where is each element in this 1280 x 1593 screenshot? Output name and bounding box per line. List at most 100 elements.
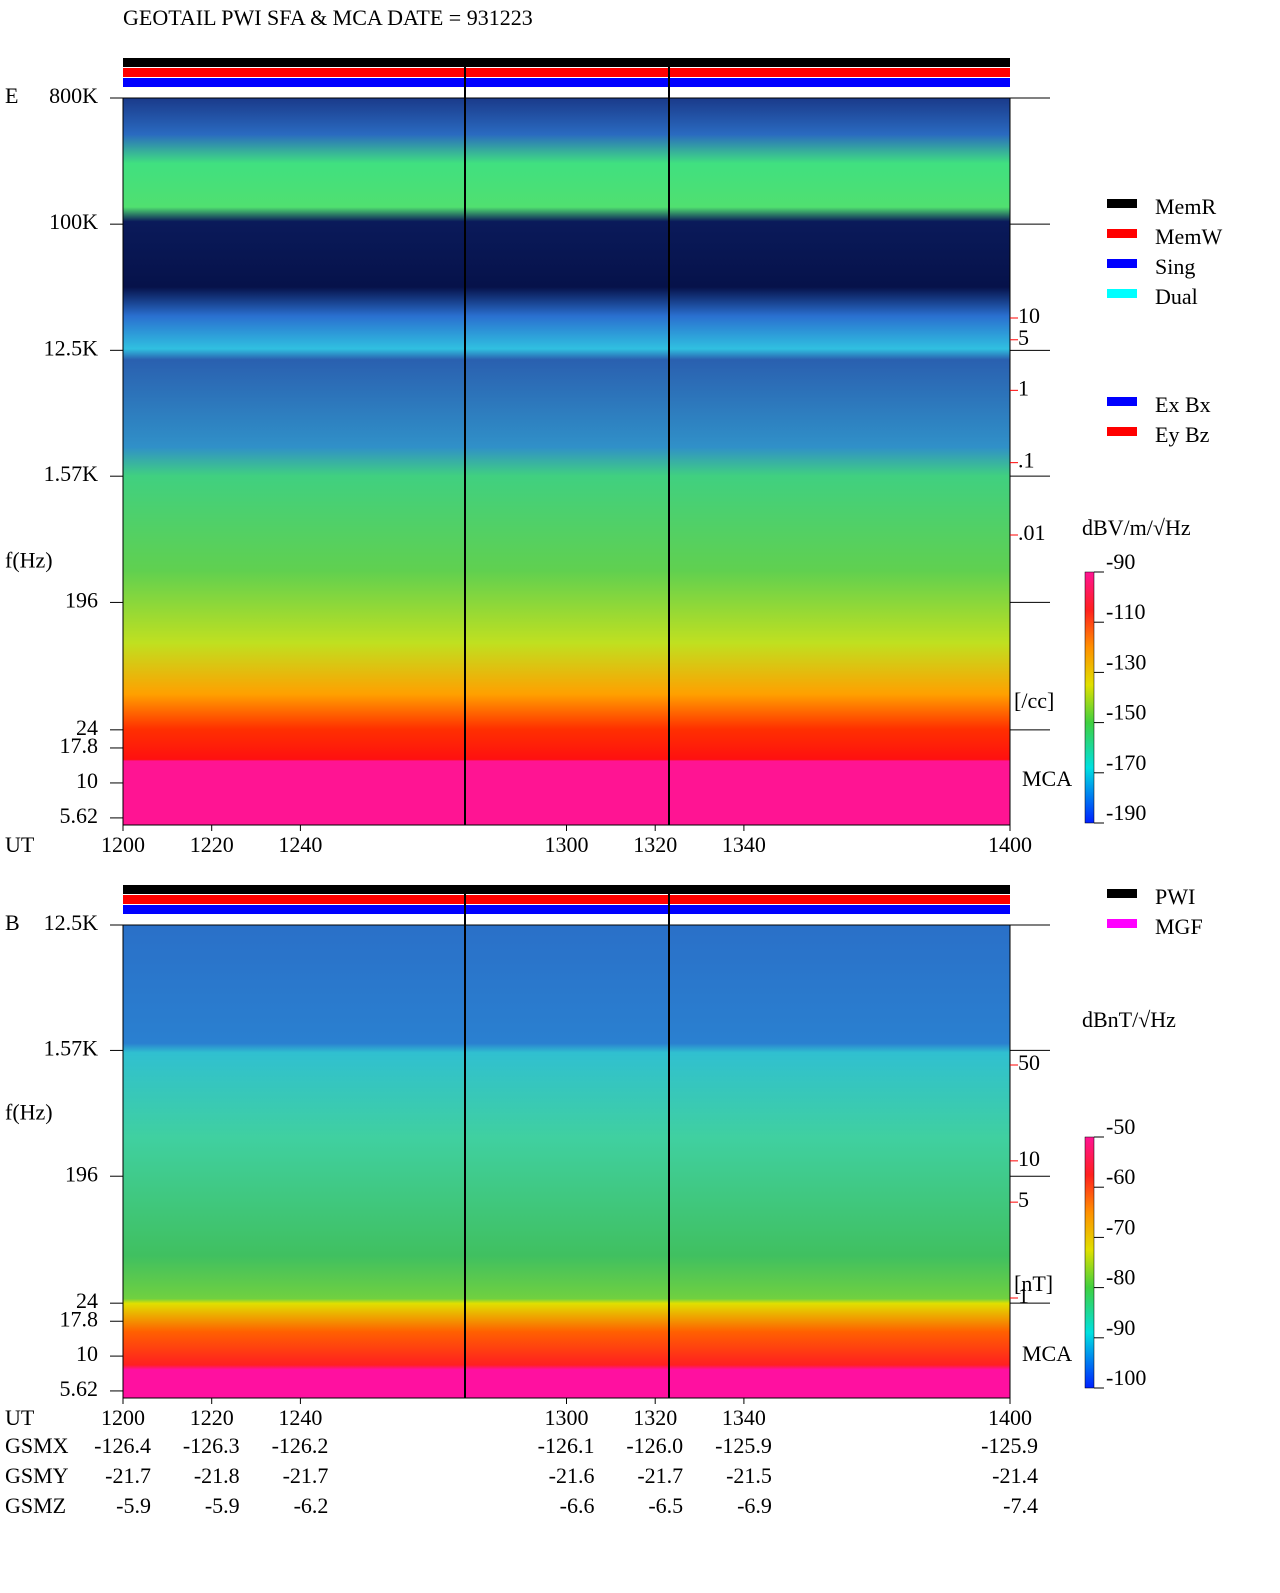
x-tick-label: 1300 bbox=[545, 1405, 589, 1430]
orbit-row-label: GSMY bbox=[5, 1463, 69, 1488]
y-tick-label: 100K bbox=[49, 209, 98, 234]
y-axis-label: f(Hz) bbox=[5, 547, 53, 572]
legend-swatch bbox=[1107, 259, 1137, 268]
orbit-value: -126.2 bbox=[272, 1433, 329, 1458]
y-tick-label: 196 bbox=[65, 587, 98, 612]
legend-swatch bbox=[1107, 427, 1137, 436]
colorbar-tick-label: -90 bbox=[1106, 549, 1135, 574]
y-tick-label: 10 bbox=[76, 768, 98, 793]
orbit-value: -125.9 bbox=[981, 1433, 1038, 1458]
orbit-value: -21.8 bbox=[194, 1463, 240, 1488]
legend-swatch bbox=[1107, 199, 1137, 208]
y-tick-label: 800K bbox=[49, 83, 98, 108]
side-tick-label: 10 bbox=[1018, 1146, 1040, 1171]
y-tick-label: 196 bbox=[65, 1161, 98, 1186]
panel-label: E bbox=[5, 83, 18, 108]
spectrogram bbox=[123, 925, 1010, 1398]
x-tick-label: 1300 bbox=[545, 832, 589, 857]
legend-label: Ex Bx bbox=[1155, 392, 1211, 417]
side-tick-label: 5 bbox=[1018, 1187, 1029, 1212]
y-tick-label: 12.5K bbox=[44, 335, 99, 360]
x-tick-label: 1400 bbox=[988, 832, 1032, 857]
legend-label: Dual bbox=[1155, 284, 1198, 309]
orbit-value: -21.7 bbox=[283, 1463, 329, 1488]
orbit-value: -21.5 bbox=[726, 1463, 772, 1488]
x-tick-label: 1220 bbox=[190, 1405, 234, 1430]
colorbar-tick-label: -50 bbox=[1106, 1114, 1135, 1139]
spectrogram bbox=[123, 98, 1010, 825]
orbit-value: -21.6 bbox=[549, 1463, 595, 1488]
legend-swatch bbox=[1107, 229, 1137, 238]
title: GEOTAIL PWI SFA & MCA DATE = 931223 bbox=[123, 5, 533, 30]
x-axis-label: UT bbox=[5, 1405, 35, 1430]
colorbar-label: dBnT/√Hz bbox=[1082, 1007, 1176, 1032]
colorbar bbox=[1084, 571, 1095, 824]
x-tick-label: 1220 bbox=[190, 832, 234, 857]
status-bar bbox=[123, 885, 1010, 894]
orbit-row-label: GSMX bbox=[5, 1433, 69, 1458]
colorbar-label: dBV/m/√Hz bbox=[1082, 515, 1191, 540]
orbit-value: -126.0 bbox=[626, 1433, 683, 1458]
x-tick-label: 1340 bbox=[722, 1405, 766, 1430]
orbit-value: -6.5 bbox=[648, 1493, 683, 1518]
panel-label: B bbox=[5, 910, 20, 935]
orbit-value: -5.9 bbox=[116, 1493, 151, 1518]
legend-swatch bbox=[1107, 397, 1137, 406]
colorbar-tick-label: -110 bbox=[1106, 599, 1146, 624]
orbit-value: -6.2 bbox=[294, 1493, 329, 1518]
x-tick-label: 1200 bbox=[101, 1405, 145, 1430]
legend-label: Sing bbox=[1155, 254, 1195, 279]
orbit-value: -126.3 bbox=[183, 1433, 240, 1458]
y-tick-label: 24 bbox=[76, 1288, 98, 1313]
y-tick-label: 12.5K bbox=[44, 910, 99, 935]
mca-label: MCA bbox=[1022, 1341, 1072, 1366]
side-tick-label: 10 bbox=[1018, 303, 1040, 328]
side-tick-label: 50 bbox=[1018, 1050, 1040, 1075]
orbit-value: -21.7 bbox=[637, 1463, 683, 1488]
status-bar bbox=[123, 68, 1010, 77]
x-tick-label: 1240 bbox=[278, 832, 322, 857]
y-tick-label: 1.57K bbox=[44, 1035, 99, 1060]
status-bar bbox=[123, 905, 1010, 914]
status-bar bbox=[123, 895, 1010, 904]
orbit-value: -6.6 bbox=[560, 1493, 595, 1518]
y-tick-label: 10 bbox=[76, 1341, 98, 1366]
legend-label: MemW bbox=[1155, 224, 1222, 249]
y-tick-label: 24 bbox=[76, 715, 98, 740]
y-tick-label: 17.8 bbox=[60, 1306, 99, 1331]
x-tick-label: 1340 bbox=[722, 832, 766, 857]
legend-label: MGF bbox=[1155, 914, 1203, 939]
legend-label: PWI bbox=[1155, 884, 1195, 909]
x-tick-label: 1240 bbox=[278, 1405, 322, 1430]
status-bar bbox=[123, 78, 1010, 87]
x-tick-label: 1200 bbox=[101, 832, 145, 857]
x-tick-label: 1400 bbox=[988, 1405, 1032, 1430]
legend-label: MemR bbox=[1155, 194, 1216, 219]
colorbar-tick-label: -80 bbox=[1106, 1265, 1135, 1290]
colorbar bbox=[1084, 1136, 1095, 1389]
side-tick-label: 1 bbox=[1018, 375, 1029, 400]
legend-label: Ey Bz bbox=[1155, 422, 1210, 447]
x-tick-label: 1320 bbox=[633, 1405, 677, 1430]
colorbar-tick-label: -70 bbox=[1106, 1214, 1135, 1239]
orbit-value: -126.1 bbox=[538, 1433, 595, 1458]
side-tick-label: 5 bbox=[1018, 325, 1029, 350]
orbit-value: -7.4 bbox=[1003, 1493, 1038, 1518]
legend-swatch bbox=[1107, 889, 1137, 898]
side-axis-label: [/cc] bbox=[1014, 688, 1054, 713]
colorbar-tick-label: -60 bbox=[1106, 1164, 1135, 1189]
side-tick-label: 1 bbox=[1018, 1283, 1029, 1308]
colorbar-tick-label: -190 bbox=[1106, 800, 1146, 825]
y-tick-label: 5.62 bbox=[60, 1376, 99, 1401]
colorbar-tick-label: -170 bbox=[1106, 750, 1146, 775]
x-tick-label: 1320 bbox=[633, 832, 677, 857]
colorbar-tick-label: -100 bbox=[1106, 1365, 1146, 1390]
orbit-value: -125.9 bbox=[715, 1433, 772, 1458]
colorbar-tick-label: -130 bbox=[1106, 649, 1146, 674]
orbit-value: -126.4 bbox=[94, 1433, 151, 1458]
y-tick-label: 5.62 bbox=[60, 803, 99, 828]
y-tick-label: 1.57K bbox=[44, 461, 99, 486]
colorbar-tick-label: -90 bbox=[1106, 1315, 1135, 1340]
legend-swatch bbox=[1107, 289, 1137, 298]
